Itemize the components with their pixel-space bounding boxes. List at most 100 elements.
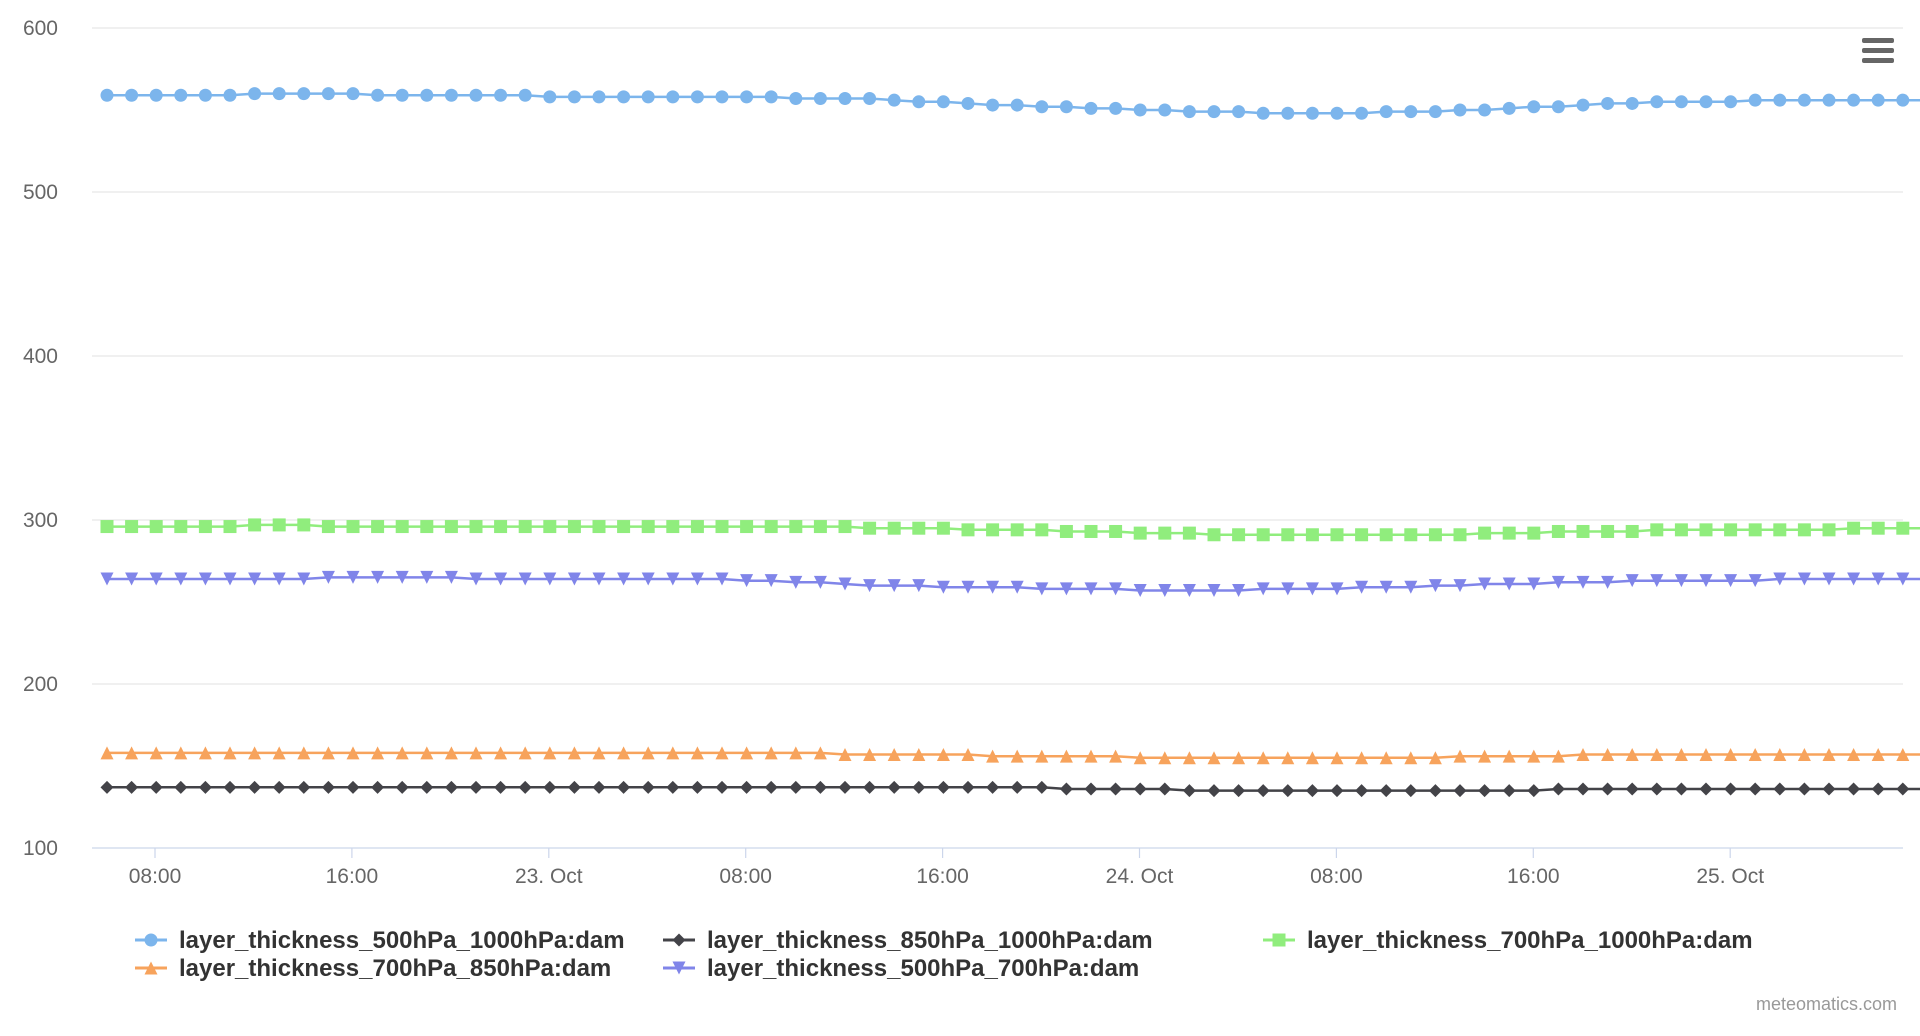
data-point[interactable] [1281,528,1295,542]
data-point[interactable] [1551,524,1565,538]
data-point[interactable] [1059,100,1073,114]
data-point[interactable] [1527,749,1541,763]
data-point[interactable] [986,523,1000,537]
data-point[interactable] [1478,784,1492,798]
data-point[interactable] [789,92,803,106]
credit-text[interactable]: meteomatics.com [1756,994,1897,1014]
data-point[interactable] [1305,784,1319,798]
data-point[interactable] [1576,524,1590,538]
data-point[interactable] [1625,748,1639,762]
data-point[interactable] [1748,748,1762,762]
data-point[interactable] [100,780,114,794]
data-point[interactable] [1625,782,1639,796]
data-point[interactable] [1084,582,1098,596]
data-point[interactable] [1207,105,1221,119]
data-point[interactable] [1428,528,1442,542]
data-point[interactable] [149,520,163,534]
data-point[interactable] [1478,577,1492,591]
data-point[interactable] [1748,574,1762,588]
data-point[interactable] [321,520,335,534]
data-point[interactable] [1232,751,1246,765]
data-point[interactable] [1601,524,1615,538]
legend-marker-symbol[interactable] [672,961,686,975]
data-point[interactable] [961,523,975,537]
data-point[interactable] [272,780,286,794]
data-point[interactable] [1207,784,1221,798]
data-point[interactable] [1182,526,1196,540]
data-point[interactable] [371,570,385,584]
data-point[interactable] [420,780,434,794]
data-point[interactable] [1847,572,1861,586]
data-point[interactable] [740,520,754,534]
data-point[interactable] [1109,782,1123,796]
data-point[interactable] [1059,782,1073,796]
data-point[interactable] [764,520,778,534]
data-point[interactable] [1379,105,1393,119]
data-point[interactable] [1158,782,1172,796]
chart-menu-button[interactable] [1858,34,1898,68]
data-point[interactable] [1478,526,1492,540]
data-point[interactable] [248,87,262,101]
data-point[interactable] [1453,103,1467,117]
data-point[interactable] [1035,749,1049,763]
data-point[interactable] [149,572,163,586]
data-point[interactable] [1822,748,1836,762]
data-point[interactable] [543,520,557,534]
data-point[interactable] [1182,784,1196,798]
data-point[interactable] [198,746,212,760]
data-point[interactable] [740,90,754,104]
data-point[interactable] [174,88,188,102]
data-point[interactable] [518,780,532,794]
data-point[interactable] [371,88,385,102]
data-point[interactable] [1379,580,1393,594]
data-point[interactable] [690,90,704,104]
data-point[interactable] [961,780,975,794]
data-point[interactable] [1650,95,1664,109]
data-point[interactable] [1232,784,1246,798]
data-point[interactable] [395,88,409,102]
data-point[interactable] [1109,101,1123,115]
data-point[interactable] [1699,574,1713,588]
data-point[interactable] [1133,103,1147,117]
data-point[interactable] [272,518,286,532]
data-point[interactable] [838,520,852,534]
data-point[interactable] [198,520,212,534]
data-point[interactable] [272,87,286,101]
data-point[interactable] [1797,748,1811,762]
data-point[interactable] [592,520,606,534]
data-point[interactable] [1256,751,1270,765]
data-point[interactable] [395,780,409,794]
data-point[interactable] [641,746,655,760]
data-point[interactable] [1281,784,1295,798]
data-point[interactable] [1822,523,1836,537]
data-point[interactable] [617,780,631,794]
data-point[interactable] [715,746,729,760]
data-point[interactable] [1404,105,1418,119]
data-point[interactable] [690,780,704,794]
data-point[interactable] [887,780,901,794]
data-point[interactable] [1232,584,1246,598]
data-point[interactable] [1133,526,1147,540]
data-point[interactable] [690,520,704,534]
data-point[interactable] [1428,105,1442,119]
data-point[interactable] [223,746,237,760]
data-point[interactable] [1502,577,1516,591]
data-point[interactable] [641,572,655,586]
data-point[interactable] [813,780,827,794]
data-point[interactable] [1182,105,1196,119]
data-point[interactable] [1355,580,1369,594]
data-point[interactable] [1822,782,1836,796]
data-point[interactable] [1871,748,1885,762]
data-point[interactable] [1404,784,1418,798]
data-point[interactable] [936,95,950,109]
data-point[interactable] [1724,523,1738,537]
data-point[interactable] [1035,100,1049,114]
data-point[interactable] [936,580,950,594]
data-point[interactable] [1601,748,1615,762]
data-point[interactable] [1355,784,1369,798]
data-point[interactable] [1404,528,1418,542]
data-point[interactable] [1330,751,1344,765]
data-point[interactable] [248,518,262,532]
data-point[interactable] [518,88,532,102]
data-point[interactable] [961,748,975,762]
